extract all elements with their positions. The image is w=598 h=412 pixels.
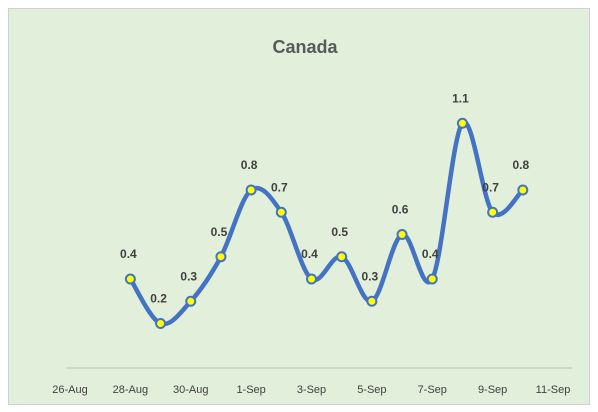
data-label: 0.4 <box>301 247 318 261</box>
data-label: 0.4 <box>120 247 137 261</box>
data-point <box>336 251 348 263</box>
data-label: 0.2 <box>150 292 167 306</box>
data-point <box>426 273 438 285</box>
x-tick-label: 3-Sep <box>297 384 326 396</box>
x-tick-label: 1-Sep <box>236 384 265 396</box>
data-point <box>215 251 227 263</box>
data-label: 0.3 <box>180 269 197 283</box>
x-tick-label: 7-Sep <box>418 384 447 396</box>
data-label: 0.4 <box>422 247 439 261</box>
data-point <box>155 318 167 329</box>
data-point <box>245 184 257 196</box>
data-point <box>517 184 529 196</box>
data-point <box>124 273 136 285</box>
x-tick-label: 26-Aug <box>52 384 87 396</box>
x-tick-label: 5-Sep <box>357 384 386 396</box>
data-label: 0.5 <box>211 225 228 239</box>
data-label: 0.7 <box>482 180 499 194</box>
data-label: 0.3 <box>362 269 379 283</box>
data-point <box>306 273 317 285</box>
x-tick-label: 11-Sep <box>536 384 571 396</box>
data-point <box>366 295 378 307</box>
data-point <box>185 295 197 307</box>
x-tick-label: 9-Sep <box>478 384 507 396</box>
data-label: 0.8 <box>512 158 529 172</box>
data-point <box>456 117 468 129</box>
x-tick-label: 30-Aug <box>173 384 208 396</box>
data-label: 0.8 <box>241 158 258 172</box>
data-label: 0.6 <box>392 203 409 217</box>
data-point <box>275 206 287 218</box>
data-label: 1.1 <box>452 91 469 105</box>
chart-background <box>8 8 590 405</box>
chart-title: Canada <box>272 37 338 57</box>
data-point <box>487 206 499 218</box>
data-point <box>396 229 408 240</box>
data-label: 0.7 <box>271 180 288 194</box>
data-label: 0.5 <box>331 225 348 239</box>
x-tick-label: 28-Aug <box>113 384 148 396</box>
